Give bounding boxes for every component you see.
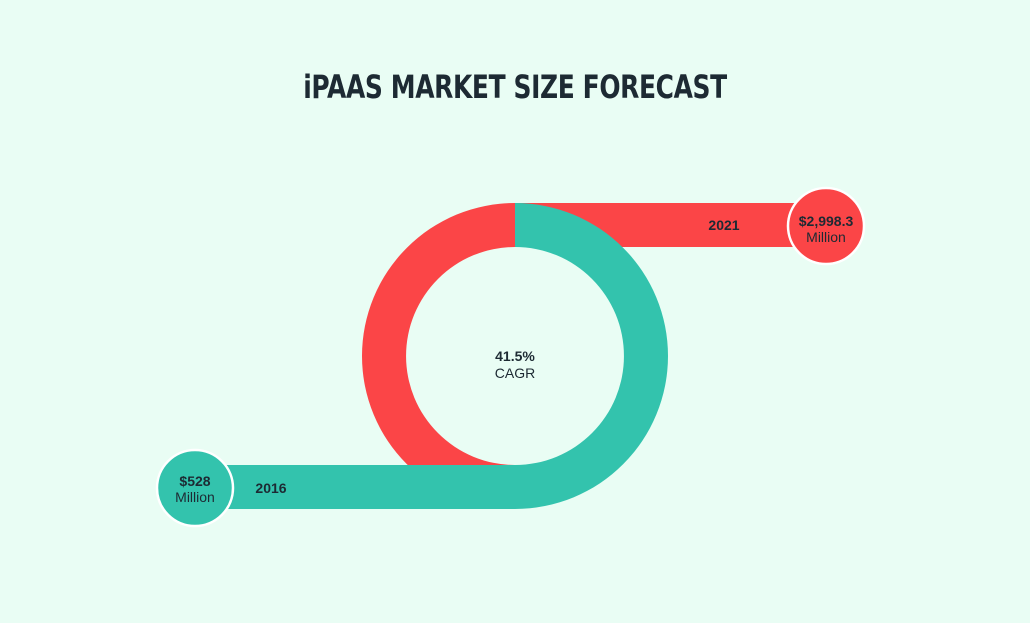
start-unit-label: Million bbox=[175, 489, 215, 505]
start-value-label: $528 bbox=[179, 473, 210, 489]
end-value-circle bbox=[786, 186, 866, 266]
band-2016 bbox=[195, 203, 668, 509]
page-title: iPAAS MARKET SIZE FORECAST bbox=[303, 68, 727, 106]
start-year-label: 2016 bbox=[255, 480, 286, 496]
band-2021 bbox=[362, 203, 825, 509]
end-unit-label: Million bbox=[806, 229, 846, 245]
start-value-circle bbox=[155, 448, 235, 528]
cagr-value: 41.5% bbox=[495, 348, 535, 364]
end-year-label: 2021 bbox=[708, 217, 739, 233]
cagr-label: CAGR bbox=[495, 365, 535, 381]
end-value-label: $2,998.3 bbox=[799, 213, 854, 229]
